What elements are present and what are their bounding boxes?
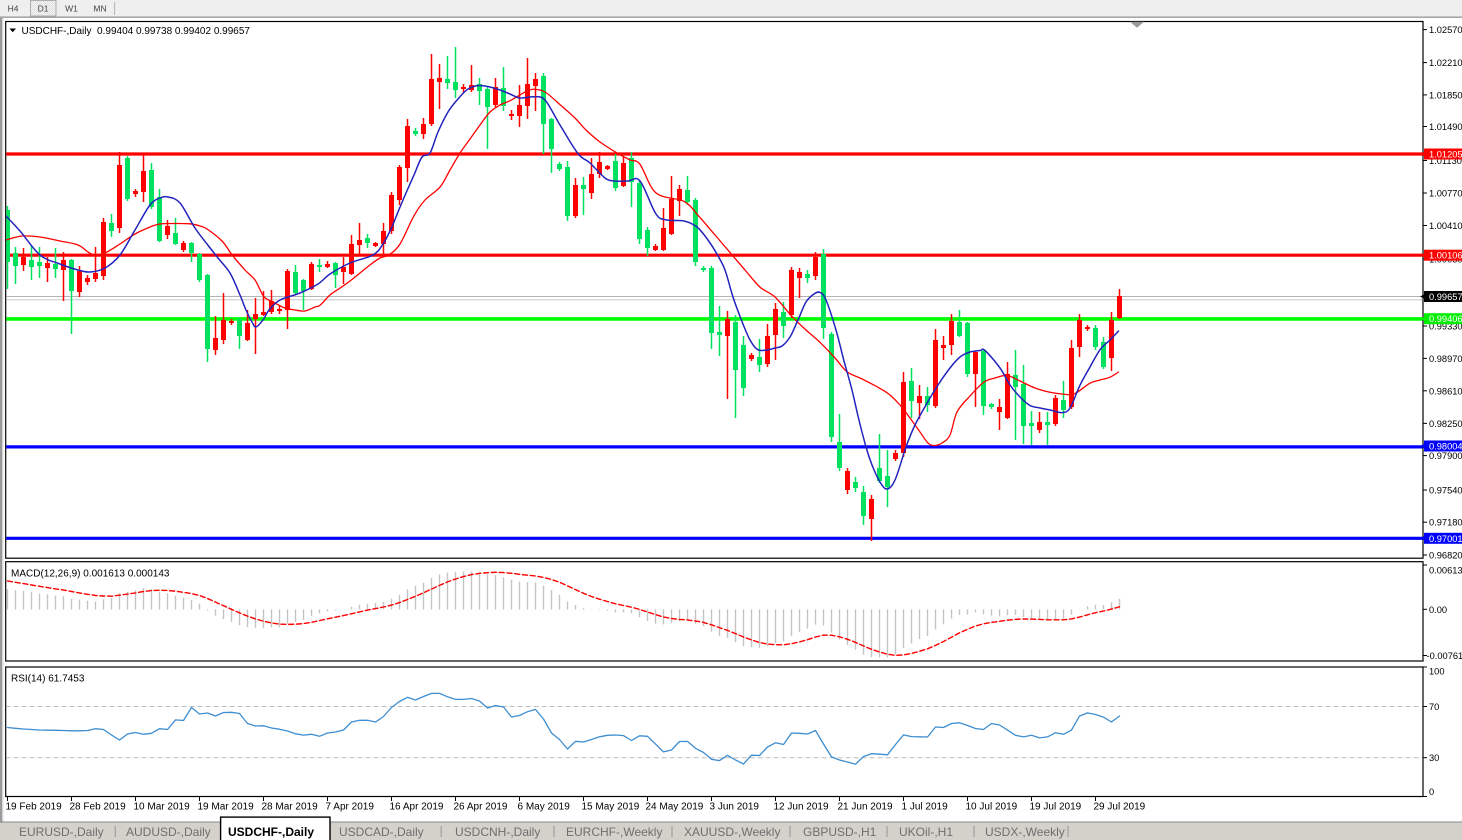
svg-text:0.00: 0.00 — [1429, 605, 1447, 615]
svg-text:EURCHF-,Weekly: EURCHF-,Weekly — [566, 825, 662, 839]
svg-text:0.99406: 0.99406 — [1429, 314, 1462, 324]
svg-text:D1: D1 — [38, 4, 49, 14]
svg-text:USDCHF-,Daily: USDCHF-,Daily — [228, 825, 314, 839]
svg-text:USDCAD-,Daily: USDCAD-,Daily — [339, 825, 424, 839]
svg-text:1.00410: 1.00410 — [1429, 221, 1462, 231]
svg-text:USDCHF-,Daily 0.99404 0.99738: USDCHF-,Daily 0.99404 0.99738 0.99402 0.… — [22, 26, 251, 37]
svg-text:H4: H4 — [8, 4, 19, 14]
svg-text:0.98250: 0.98250 — [1429, 419, 1462, 429]
svg-text:10 Jul 2019: 10 Jul 2019 — [966, 802, 1018, 813]
svg-text:W1: W1 — [65, 4, 78, 14]
svg-text:0.00613: 0.00613 — [1429, 566, 1462, 576]
svg-text:AUDUSD-,Daily: AUDUSD-,Daily — [126, 825, 211, 839]
svg-text:26 Apr 2019: 26 Apr 2019 — [454, 802, 508, 813]
svg-text:USDCNH-,Daily: USDCNH-,Daily — [455, 825, 540, 839]
svg-text:15 May 2019: 15 May 2019 — [582, 802, 640, 813]
svg-text:10 Mar 2019: 10 Mar 2019 — [134, 802, 191, 813]
svg-text:GBPUSD-,H1: GBPUSD-,H1 — [803, 825, 877, 839]
svg-text:1.01205: 1.01205 — [1429, 150, 1462, 160]
svg-text:29 Jul 2019: 29 Jul 2019 — [1094, 802, 1146, 813]
svg-text:0.97540: 0.97540 — [1429, 486, 1462, 496]
svg-text:0.98004: 0.98004 — [1429, 442, 1462, 452]
svg-text:1.01850: 1.01850 — [1429, 90, 1462, 100]
svg-text:USDX-,Weekly: USDX-,Weekly — [985, 825, 1065, 839]
svg-text:3 Jun 2019: 3 Jun 2019 — [710, 802, 760, 813]
svg-text:21 Jun 2019: 21 Jun 2019 — [838, 802, 893, 813]
svg-text:28 Feb 2019: 28 Feb 2019 — [70, 802, 127, 813]
svg-text:19 Jul 2019: 19 Jul 2019 — [1030, 802, 1082, 813]
svg-text:24 May 2019: 24 May 2019 — [646, 802, 704, 813]
svg-text:7 Apr 2019: 7 Apr 2019 — [326, 802, 375, 813]
svg-text:19 Feb 2019: 19 Feb 2019 — [6, 802, 63, 813]
svg-text:0.97180: 0.97180 — [1429, 518, 1462, 528]
svg-text:100: 100 — [1429, 667, 1445, 677]
svg-text:1.02570: 1.02570 — [1429, 25, 1462, 35]
svg-text:1.00770: 1.00770 — [1429, 189, 1462, 199]
svg-text:1 Jul 2019: 1 Jul 2019 — [902, 802, 949, 813]
svg-text:19 Mar 2019: 19 Mar 2019 — [198, 802, 255, 813]
svg-text:-0.00761: -0.00761 — [1427, 651, 1462, 661]
svg-text:MN: MN — [93, 4, 106, 14]
svg-text:0: 0 — [1429, 787, 1434, 797]
svg-text:EURUSD-,Daily: EURUSD-,Daily — [19, 825, 104, 839]
svg-text:1.00106: 1.00106 — [1429, 251, 1462, 261]
svg-text:1.02210: 1.02210 — [1429, 58, 1462, 68]
svg-text:UKOil-,H1: UKOil-,H1 — [899, 825, 953, 839]
svg-text:0.99330: 0.99330 — [1429, 322, 1462, 332]
svg-text:0.97001: 0.97001 — [1429, 534, 1462, 544]
svg-text:6 May 2019: 6 May 2019 — [518, 802, 571, 813]
svg-text:XAUUSD-,Weekly: XAUUSD-,Weekly — [684, 825, 780, 839]
svg-text:28 Mar 2019: 28 Mar 2019 — [262, 802, 319, 813]
svg-text:0.99657: 0.99657 — [1429, 292, 1462, 302]
svg-text:RSI(14) 61.7453: RSI(14) 61.7453 — [11, 674, 85, 685]
svg-text:MACD(12,26,9) 0.001613 0.00014: MACD(12,26,9) 0.001613 0.000143 — [11, 569, 170, 580]
svg-text:0.98970: 0.98970 — [1429, 354, 1462, 364]
svg-text:1.01490: 1.01490 — [1429, 122, 1462, 132]
svg-text:16 Apr 2019: 16 Apr 2019 — [390, 802, 444, 813]
svg-text:70: 70 — [1429, 702, 1439, 712]
svg-text:30: 30 — [1429, 753, 1439, 763]
svg-text:0.97900: 0.97900 — [1429, 451, 1462, 461]
svg-text:0.98610: 0.98610 — [1429, 386, 1462, 396]
svg-text:1.01130: 1.01130 — [1429, 156, 1462, 166]
svg-text:12 Jun 2019: 12 Jun 2019 — [774, 802, 829, 813]
svg-text:0.96820: 0.96820 — [1429, 551, 1462, 561]
